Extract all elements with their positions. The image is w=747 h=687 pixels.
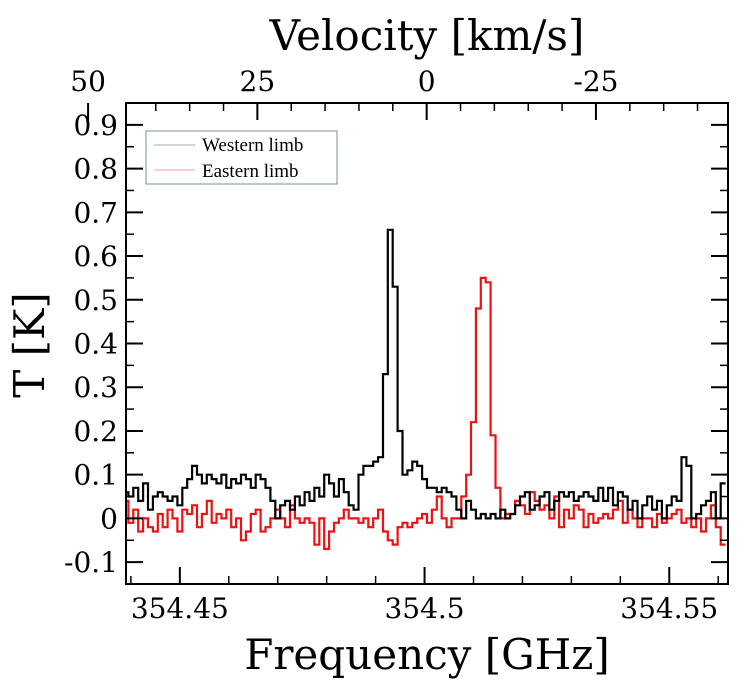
- legend-label-eastern-limb: Eastern limb: [202, 161, 299, 182]
- x2-tick-label: -25: [573, 65, 618, 98]
- x2-tick-label: 25: [240, 65, 276, 98]
- y-tick-label: 0.6: [73, 240, 118, 273]
- y-tick-label: 0.7: [73, 196, 118, 229]
- series-line-western-limb: [126, 228, 726, 520]
- y-tick-label: 0.8: [73, 153, 118, 186]
- series-line-eastern-limb: [126, 276, 726, 551]
- y-tick-label: -0.1: [64, 546, 118, 579]
- x-tick-label: 354.55: [620, 592, 718, 625]
- series-layer: [126, 228, 726, 551]
- legend: Western limb Eastern limb: [145, 130, 338, 185]
- y-tick-label: 0.3: [73, 371, 118, 404]
- x-tick-label: 354.5: [384, 592, 464, 625]
- y-tick-label: 0: [100, 502, 118, 535]
- y-tick-label: 0.9: [73, 109, 118, 142]
- plot-frame: [125, 102, 729, 585]
- temperature-axis-title: T [K]: [5, 292, 54, 398]
- velocity-axis-title: Velocity [km/s]: [269, 11, 585, 60]
- y-tick-label: 0.4: [73, 328, 118, 361]
- legend-label-western-limb: Western limb: [202, 135, 303, 156]
- y-tick-label: 0.5: [73, 284, 118, 317]
- x2-tick-label: 50: [70, 65, 106, 98]
- y-tick-label: 0.2: [73, 415, 118, 448]
- x2-tick-label: 0: [418, 65, 436, 98]
- labels-layer: -0.1 0 0.1 0.2 0.3 0.4 0.5 0.6 0.7 0.8 0.9 354.45 35…: [64, 65, 718, 625]
- y-tick-label: 0.1: [73, 459, 118, 492]
- x-tick-label: 354.45: [131, 592, 229, 625]
- frequency-axis-title: Frequency [GHz]: [244, 630, 610, 679]
- legend-box: [145, 130, 338, 185]
